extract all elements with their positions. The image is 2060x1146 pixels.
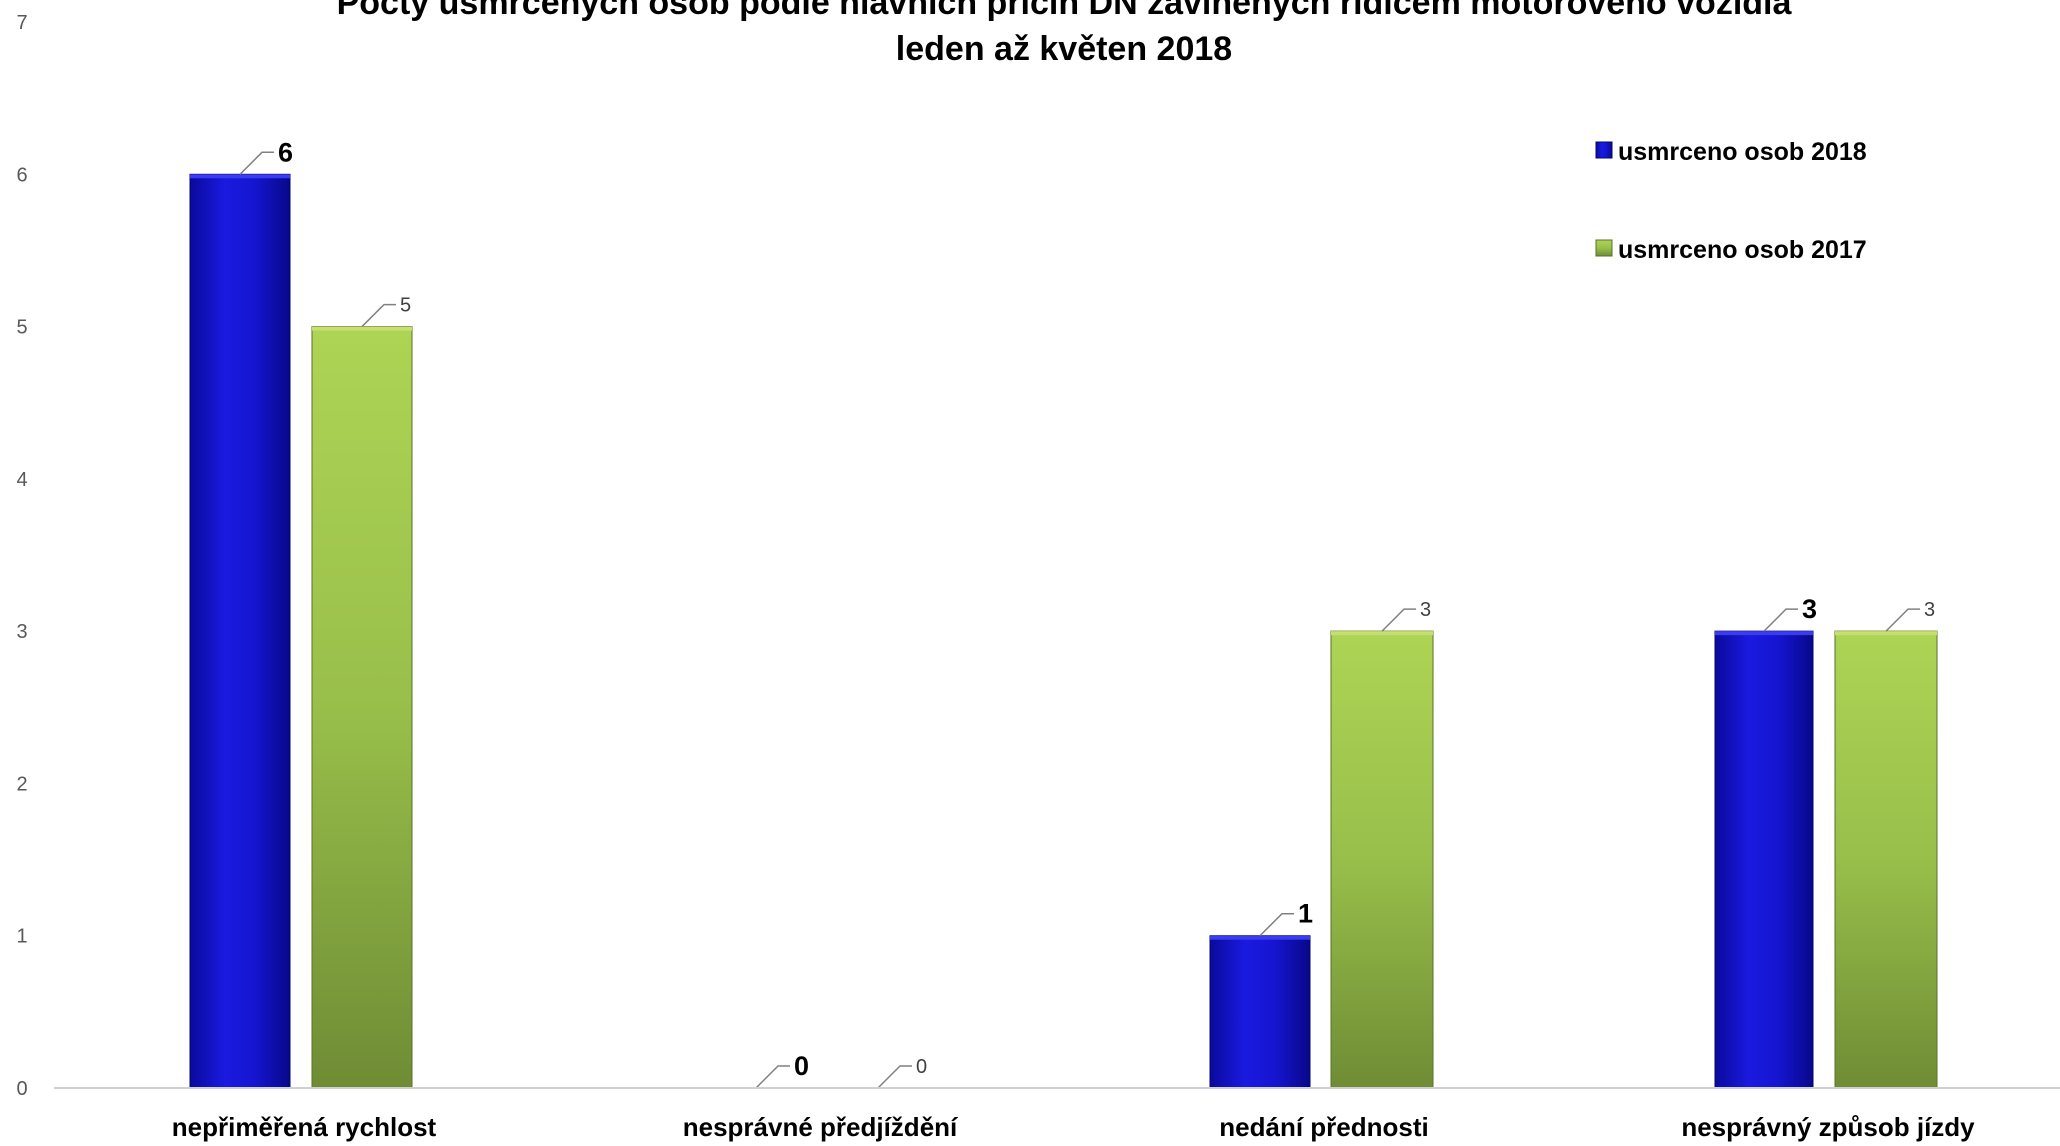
- data-label-2018: 1: [1298, 899, 1313, 929]
- data-label-leader: [1381, 608, 1416, 632]
- y-tick-label: 2: [16, 773, 27, 795]
- bars-group: [189, 173, 1938, 1089]
- category-labels: nepřiměřená rychlost nesprávné předjížděn…: [172, 1112, 1975, 1142]
- bar-2018-2: [1209, 935, 1311, 1089]
- data-label-2018: 3: [1802, 594, 1817, 624]
- bar-2017-2: [1330, 630, 1434, 1089]
- y-tick-label: 7: [16, 12, 27, 34]
- bar-top-highlight: [190, 174, 290, 179]
- data-label-2018: 0: [794, 1051, 809, 1081]
- chart-title: Počty usmrcených osob podle hlavních pří…: [337, 0, 1793, 22]
- data-label-leader: [1259, 912, 1294, 937]
- y-tick-label: 5: [16, 317, 27, 339]
- legend-swatch-2018: [1595, 141, 1613, 159]
- data-label-2017: 3: [1420, 599, 1431, 621]
- category-label: nepřiměřená rychlost: [172, 1112, 437, 1142]
- data-label-leader: [1885, 608, 1920, 632]
- y-tick-label: 1: [16, 926, 27, 948]
- bar-2018-0: [189, 173, 291, 1089]
- data-label-leader: [1763, 608, 1798, 632]
- bar-top-highlight: [1835, 631, 1937, 636]
- y-tick-label: 0: [16, 1078, 27, 1100]
- y-tick-label: 6: [16, 164, 27, 186]
- data-labels-group: 6 0 1 3 5 0 3 3: [239, 137, 1935, 1089]
- bar-top-highlight: [312, 326, 412, 331]
- bar-top-highlight: [1715, 631, 1813, 636]
- category-label: nesprávné předjíždění: [683, 1112, 958, 1142]
- y-axis: 0 1 2 3 4 5 6 7: [16, 12, 27, 1100]
- legend-swatch-2017: [1595, 239, 1613, 257]
- data-label-leader: [877, 1065, 912, 1089]
- bar-2018-3: [1714, 630, 1814, 1089]
- category-label: nedání přednosti: [1219, 1112, 1428, 1142]
- y-tick-label: 3: [16, 621, 27, 643]
- bar-top-highlight: [1331, 631, 1433, 636]
- data-label-2017: 3: [1924, 599, 1935, 621]
- legend-label-2018: usmrceno osob 2018: [1618, 138, 1867, 166]
- data-label-2017: 5: [400, 295, 411, 317]
- data-label-leader: [755, 1065, 790, 1089]
- data-label-leader: [361, 303, 396, 328]
- data-label-leader: [239, 151, 274, 175]
- data-label-2017: 0: [916, 1056, 927, 1078]
- chart-subtitle: leden až květen 2018: [896, 30, 1232, 68]
- bar-2017-3: [1834, 630, 1938, 1089]
- legend-label-2017: usmrceno osob 2017: [1618, 236, 1867, 264]
- data-label-2018: 6: [278, 137, 293, 167]
- bar-2017-0: [311, 326, 413, 1089]
- y-tick-label: 4: [16, 469, 27, 491]
- bar-top-highlight: [1210, 935, 1310, 940]
- category-label: nesprávný způsob jízdy: [1681, 1112, 1975, 1142]
- legend: usmrceno osob 2018 usmrceno osob 2017: [1595, 138, 1867, 264]
